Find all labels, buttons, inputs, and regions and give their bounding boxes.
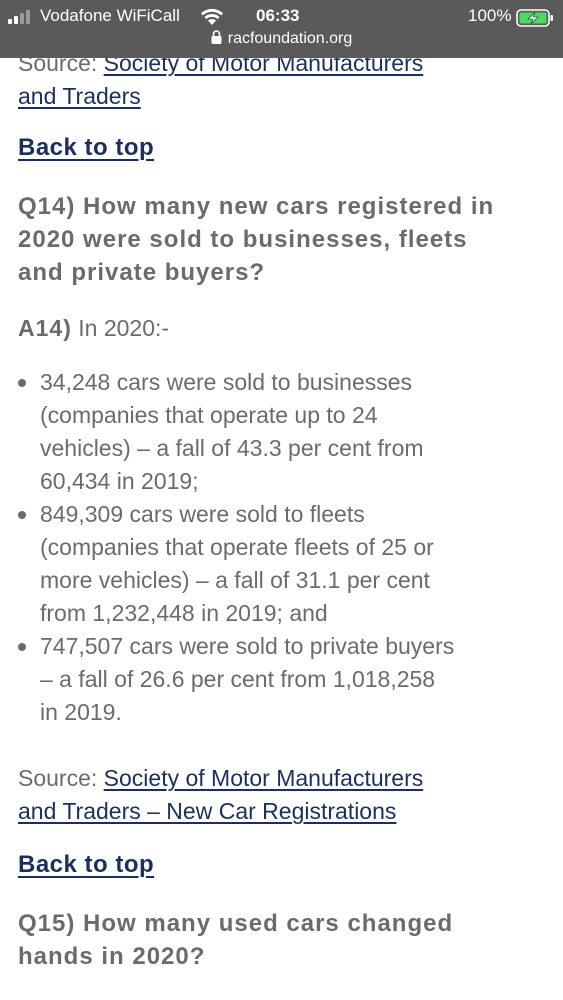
- battery-percent: 100%: [468, 6, 512, 25]
- cellular-signal-icon: [8, 10, 30, 24]
- battery-charging-icon: [516, 9, 553, 27]
- smmt-source-link-cont[interactable]: and Traders: [18, 83, 141, 109]
- bullet-icon: [18, 643, 26, 651]
- status-bar: Vodafone WiFiCall 06:33 100% racfoundati…: [0, 0, 563, 58]
- source-note-bottom: Source: Society of Motor Manufacturers a…: [18, 762, 543, 828]
- address-bar[interactable]: racfoundation.org: [0, 30, 563, 52]
- source-label: Source:: [18, 765, 104, 791]
- bullet-icon: [18, 511, 26, 519]
- answer-a14-intro: A14) In 2020:-: [18, 315, 170, 341]
- wifi-icon: [201, 8, 223, 25]
- smmt-new-car-registrations-link-cont[interactable]: and Traders – New Car Registrations: [18, 798, 397, 824]
- smmt-new-car-registrations-link[interactable]: Society of Motor Manufacturers: [103, 765, 424, 791]
- list-item: 34,248 cars were sold to businesses (com…: [18, 366, 543, 498]
- lock-icon: [211, 30, 222, 44]
- carrier-name: Vodafone WiFiCall: [40, 6, 180, 25]
- answer-a14-list: 34,248 cars were sold to businesses (com…: [18, 366, 543, 729]
- list-item: 747,507 cars were sold to private buyers…: [18, 630, 543, 729]
- question-q14: Q14) How many new cars registered in 202…: [18, 193, 495, 286]
- back-to-top-link[interactable]: Back to top: [18, 134, 155, 161]
- question-q15: Q15) How many used cars changed hands in…: [18, 910, 454, 970]
- list-item: 849,309 cars were sold to fleets (compan…: [18, 498, 543, 630]
- url-text: racfoundation.org: [227, 30, 353, 47]
- bullet-icon: [18, 379, 26, 387]
- clock-time: 06:33: [256, 6, 300, 25]
- back-to-top-link[interactable]: Back to top: [18, 851, 155, 878]
